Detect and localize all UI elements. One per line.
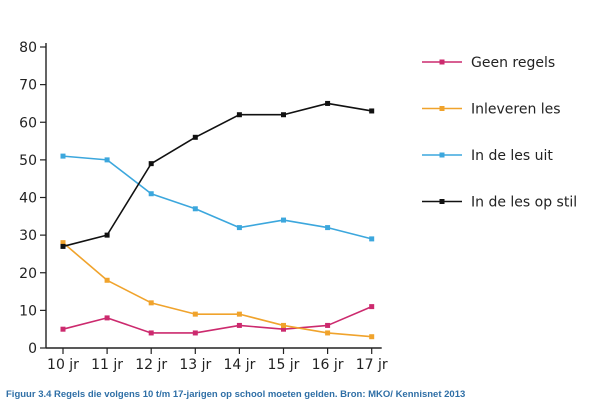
x-tick-label: 12 jr [135, 357, 167, 373]
data-point [148, 191, 154, 197]
legend-marker [439, 59, 445, 65]
legend-label: Inleveren les [471, 102, 561, 118]
data-point [60, 240, 66, 246]
data-point [236, 311, 242, 317]
chart-series [60, 100, 375, 340]
chart-axes: 0 10 20 30 40 50 60 70 80 10 jr 11 jr 12 jr 13 jr 14 … [19, 40, 388, 373]
data-point [236, 322, 242, 328]
data-point [148, 161, 154, 167]
data-point [192, 311, 198, 317]
data-point [60, 243, 66, 249]
data-point [281, 112, 286, 118]
legend-label: Geen regels [471, 55, 555, 71]
legend-marker [439, 199, 445, 204]
figure-caption: Figuur 3.4 Regels die volgens 10 t/m 17-… [6, 389, 466, 400]
data-point [236, 112, 242, 118]
data-point [325, 330, 331, 336]
data-point [325, 100, 331, 106]
series-line-4 [62, 102, 372, 248]
data-point [104, 157, 110, 163]
data-point [148, 330, 154, 336]
y-tick-label: 80 [19, 40, 37, 56]
x-tick-label: 10 jr [47, 357, 79, 373]
y-tick-label: 40 [19, 191, 37, 207]
data-point [369, 236, 375, 242]
y-tick-label: 10 [19, 303, 37, 319]
y-tick-label: 0 [28, 341, 37, 357]
x-tick-label: 16 jr [312, 357, 344, 373]
line-chart: 0 10 20 30 40 50 60 70 80 10 jr 11 jr 12 jr 13 jr 14 … [19, 40, 577, 373]
y-tick-label: 70 [19, 78, 37, 94]
legend-label: In de les uit [471, 148, 553, 164]
series-line-3 [62, 155, 372, 240]
data-point [369, 108, 375, 114]
x-tick-label: 11 jr [91, 357, 123, 373]
y-tick-label: 20 [19, 266, 37, 282]
legend-marker [439, 106, 445, 111]
data-point [192, 134, 198, 140]
y-tick-label: 60 [19, 115, 37, 131]
x-tick-label: 17 jr [356, 357, 388, 373]
data-point [325, 225, 331, 231]
x-tick-label: 13 jr [179, 357, 211, 373]
series-line-1 [62, 305, 373, 334]
data-point [60, 326, 66, 332]
data-point [104, 315, 110, 321]
data-point [236, 225, 242, 231]
y-tick-label: 30 [19, 228, 37, 244]
data-point [281, 322, 286, 328]
x-tick-label: 14 jr [223, 357, 255, 373]
data-point [369, 334, 375, 340]
data-point [192, 206, 198, 212]
chart-legend: Geen regels Inleveren les In de les uit In … [422, 55, 577, 211]
data-point [325, 322, 331, 328]
data-point [104, 232, 110, 238]
y-tick-label: 50 [19, 153, 37, 169]
data-point [104, 277, 110, 283]
data-point [281, 217, 286, 223]
data-point [281, 326, 286, 332]
data-point [148, 300, 154, 306]
data-point [192, 330, 198, 336]
series-line-2 [62, 242, 372, 338]
legend-label: In de les op stil [471, 195, 577, 211]
data-point [369, 304, 375, 310]
data-point [60, 153, 66, 159]
legend-marker [439, 152, 445, 158]
x-tick-label: 15 jr [268, 357, 300, 373]
